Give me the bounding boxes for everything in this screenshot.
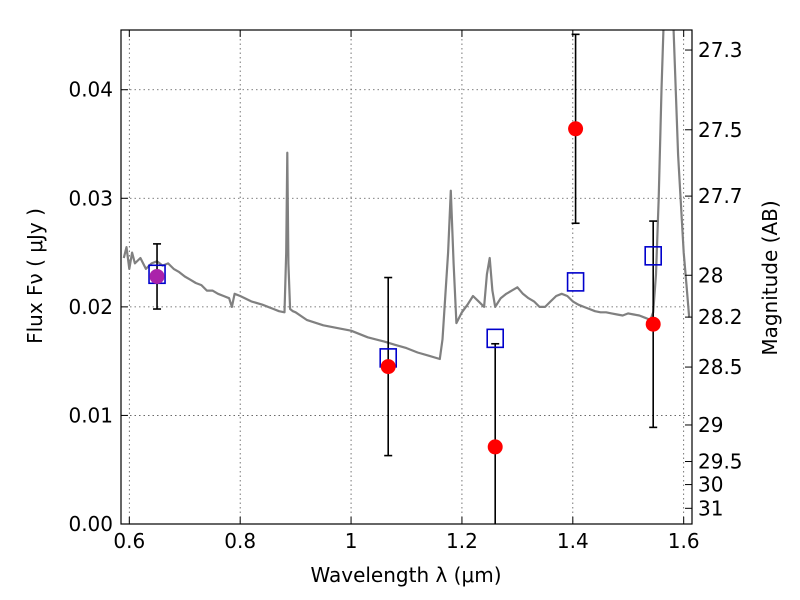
grid-lines [121, 30, 692, 525]
y-tick-label: 0.04 [68, 78, 113, 102]
x-tick-label: 1.4 [557, 529, 589, 553]
y2-tick-label: 28 [698, 263, 723, 287]
x-tick-labels: 0.6 0.8 1 1.2 1.4 1.6 [113, 529, 699, 553]
y2-tick-label: 27.5 [698, 118, 743, 142]
plot-frame [120, 29, 693, 525]
y-tick-label: 0.00 [68, 512, 113, 536]
synthetic-flux-square [566, 272, 585, 292]
y2-tick-label: 28.5 [698, 355, 743, 379]
y2-axis-label: Magnitude (AB) [758, 200, 782, 355]
observed-flux-point [149, 268, 165, 284]
observed-flux-point [645, 316, 661, 332]
y2-tick-label: 30 [698, 473, 723, 497]
x-tick-label: 0.8 [224, 529, 256, 553]
observed-flux-point [487, 439, 503, 455]
x-tick-label: 1 [345, 529, 358, 553]
y-axis-label: Flux Fν ( μJy ) [23, 208, 47, 344]
y2-tick-label: 27.3 [698, 38, 743, 62]
y2-tick-label: 28.2 [698, 305, 743, 329]
y-tick-labels: 0.00 0.01 0.02 0.03 0.04 [68, 78, 113, 536]
y-tick-label: 0.01 [68, 403, 113, 427]
observed-photometry [149, 121, 661, 455]
y2-tick-label: 27.7 [698, 184, 743, 208]
model-spectrum [122, 30, 691, 361]
x-tick-label: 1.2 [446, 529, 478, 553]
model-spectrum-line [122, 30, 691, 361]
y-tick-label: 0.02 [68, 295, 113, 319]
axis-ticks [121, 30, 692, 525]
y2-tick-label: 29 [698, 413, 723, 437]
synthetic-flux-square [644, 246, 662, 266]
observed-flux-point [568, 121, 584, 137]
error-bars [153, 33, 658, 524]
x-axis-label: Wavelength λ (μm) [310, 563, 501, 587]
y2-tick-label: 29.5 [698, 450, 743, 474]
x-tick-label: 0.6 [113, 529, 145, 553]
x-tick-label: 1.6 [668, 529, 700, 553]
synthetic-flux-square [486, 328, 504, 349]
y2-tick-label: 31 [698, 496, 723, 520]
observed-flux-point [380, 359, 396, 375]
y-tick-label: 0.03 [68, 186, 113, 210]
